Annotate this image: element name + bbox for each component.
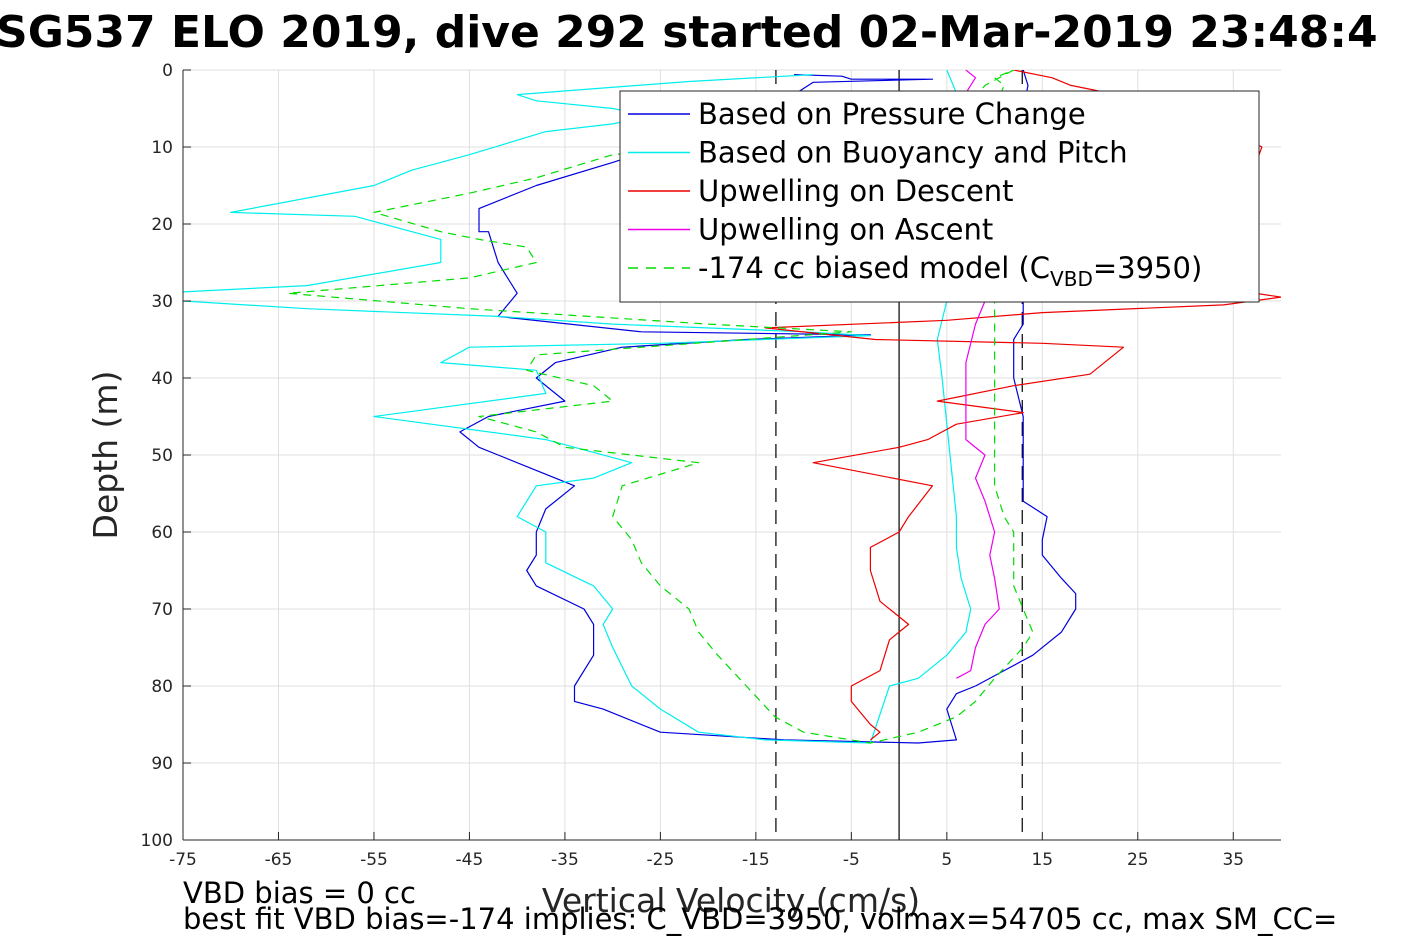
legend-label-buoyancy: Based on Buoyancy and Pitch <box>698 136 1128 170</box>
y-tick-label: 100 <box>141 831 173 851</box>
x-tick-label: -65 <box>265 850 293 870</box>
x-tick-label: -5 <box>843 850 860 870</box>
legend-label-biased: -174 cc biased model (CVBD=3950) <box>698 251 1202 291</box>
series-line-pressure <box>459 70 1077 744</box>
x-tick-label: -45 <box>456 850 484 870</box>
y-tick-label: 30 <box>151 292 173 312</box>
x-tick-label: 5 <box>941 850 952 870</box>
x-tick-label: 35 <box>1222 850 1244 870</box>
y-tick-label: 70 <box>151 600 173 620</box>
series-line-biased <box>287 70 1034 744</box>
legend-label-up_ascent: Upwelling on Ascent <box>698 213 993 247</box>
legend-label-pressure: Based on Pressure Change <box>698 97 1086 131</box>
x-tick-label: 15 <box>1031 850 1053 870</box>
x-tick-label: -55 <box>360 850 388 870</box>
ticks: -75 -65 -55 -45 -35 -25 -15 -5 5 15 25 350102030405… <box>141 61 1245 870</box>
y-tick-label: 50 <box>151 446 173 466</box>
footer-best-fit: best fit VBD bias=-174 implies: C_VBD=39… <box>183 902 1337 936</box>
legend-text: -174 cc biased model (C <box>698 251 1050 285</box>
legend-box <box>619 90 1260 303</box>
x-axis-label: Vertical Velocity (cm/s) <box>542 881 920 920</box>
x-tick-label: -15 <box>742 850 770 870</box>
y-tick-label: 90 <box>151 754 173 774</box>
y-tick-label: 40 <box>151 369 173 389</box>
legend-text: Upwelling on Descent <box>698 174 1014 208</box>
x-tick-label: -35 <box>551 850 579 870</box>
y-tick-label: 0 <box>162 61 173 81</box>
series-line-buoyancy <box>183 70 972 744</box>
legend-text: Upwelling on Ascent <box>698 213 993 247</box>
legend-suffix: =3950) <box>1093 251 1202 285</box>
y-tick-label: 60 <box>151 523 173 543</box>
chart-title: SG537 ELO 2019, dive 292 started 02-Mar-… <box>0 7 1378 58</box>
y-axis-label: Depth (m) <box>86 371 125 540</box>
legend-subscript: VBD <box>1050 267 1093 291</box>
legend: Based on Pressure Change Based on Buoyanc… <box>619 90 1260 303</box>
legend-label-up_descent: Upwelling on Descent <box>698 174 1014 208</box>
x-tick-label: -75 <box>169 850 197 870</box>
footer-vbd-bias: VBD bias = 0 cc <box>183 876 416 910</box>
y-tick-label: 80 <box>151 677 173 697</box>
x-tick-label: 25 <box>1127 850 1149 870</box>
legend-text: Based on Pressure Change <box>698 97 1086 131</box>
legend-text: Based on Buoyancy and Pitch <box>698 136 1128 170</box>
y-tick-label: 10 <box>151 138 173 158</box>
y-tick-label: 20 <box>151 215 173 235</box>
x-tick-label: -25 <box>647 850 675 870</box>
